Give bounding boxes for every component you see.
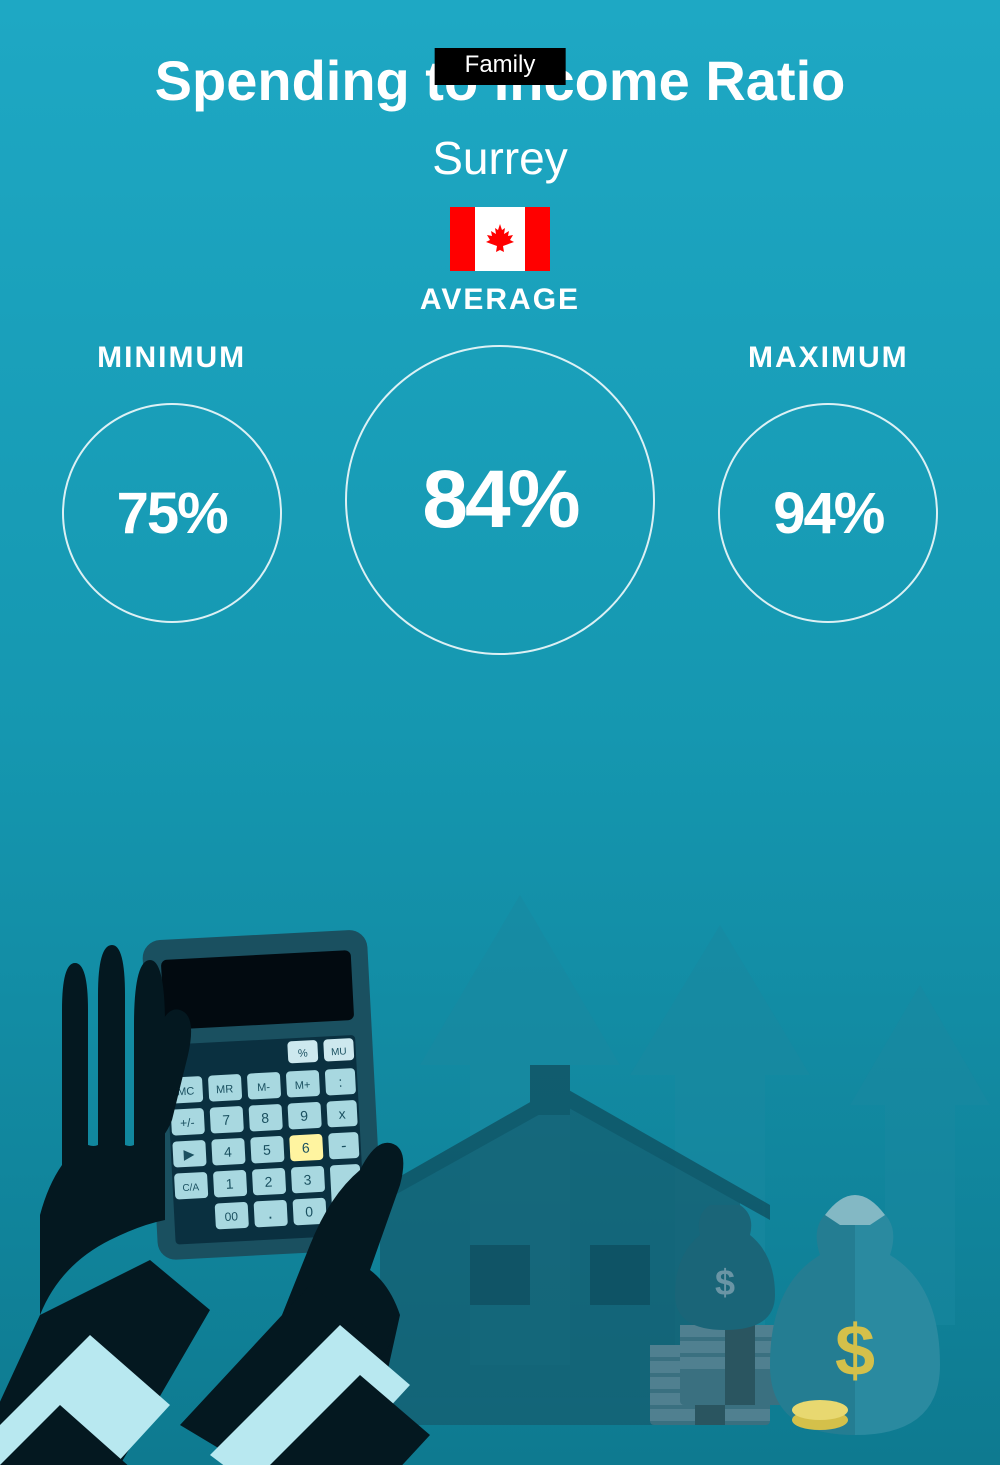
svg-text:MU: MU xyxy=(331,1046,347,1058)
svg-text::: : xyxy=(338,1074,343,1090)
svg-text:▶: ▶ xyxy=(183,1146,195,1163)
location-label: Surrey xyxy=(0,131,1000,185)
coins-icon xyxy=(792,1400,848,1430)
svg-text:.: . xyxy=(267,1203,273,1223)
svg-text:7: 7 xyxy=(222,1112,231,1128)
maximum-circle: 94% xyxy=(718,403,938,623)
svg-text:M+: M+ xyxy=(294,1079,310,1092)
svg-text:3: 3 xyxy=(303,1171,312,1187)
svg-text:MR: MR xyxy=(216,1083,234,1096)
svg-text:-: - xyxy=(341,1138,347,1155)
svg-text:$: $ xyxy=(715,1262,735,1303)
flag-container xyxy=(0,207,1000,271)
svg-text:M-: M- xyxy=(257,1081,271,1094)
average-circle: 84% xyxy=(345,345,655,655)
svg-text:2: 2 xyxy=(264,1173,273,1189)
average-value: 84% xyxy=(422,453,577,547)
svg-text:4: 4 xyxy=(224,1144,233,1160)
maximum-label: MAXIMUM xyxy=(748,341,909,375)
maximum-group: MAXIMUM 94% xyxy=(718,341,938,623)
svg-text:00: 00 xyxy=(224,1209,238,1224)
minimum-circle: 75% xyxy=(62,403,282,623)
svg-text:$: $ xyxy=(835,1311,875,1391)
svg-text:6: 6 xyxy=(302,1139,311,1155)
flag-center xyxy=(475,207,525,271)
maximum-value: 94% xyxy=(773,480,883,547)
category-label: Family xyxy=(465,51,536,78)
canada-flag-icon xyxy=(450,207,550,271)
minimum-label: MINIMUM xyxy=(97,341,246,375)
svg-text:+/-: +/- xyxy=(180,1115,195,1130)
svg-text:C/A: C/A xyxy=(182,1182,200,1194)
svg-text:5: 5 xyxy=(263,1142,272,1158)
average-group: AVERAGE 84% xyxy=(345,283,655,655)
category-tab: Family xyxy=(435,48,566,85)
average-label: AVERAGE xyxy=(420,283,580,317)
svg-text:1: 1 xyxy=(225,1176,234,1192)
flag-stripe-right xyxy=(525,207,550,271)
svg-text:x: x xyxy=(338,1106,346,1122)
maple-leaf-icon xyxy=(484,222,516,256)
svg-text:%: % xyxy=(298,1047,309,1060)
financial-illustration: $ $ % MU MC MR M- M+ : +/- 7 xyxy=(0,865,1000,1465)
stats-container: MINIMUM 75% AVERAGE 84% MAXIMUM 94% xyxy=(0,341,1000,655)
minimum-value: 75% xyxy=(117,480,227,547)
svg-text:9: 9 xyxy=(300,1108,309,1124)
svg-text:8: 8 xyxy=(261,1110,270,1126)
flag-stripe-left xyxy=(450,207,475,271)
svg-text:0: 0 xyxy=(305,1203,314,1219)
minimum-group: MINIMUM 75% xyxy=(62,341,282,623)
